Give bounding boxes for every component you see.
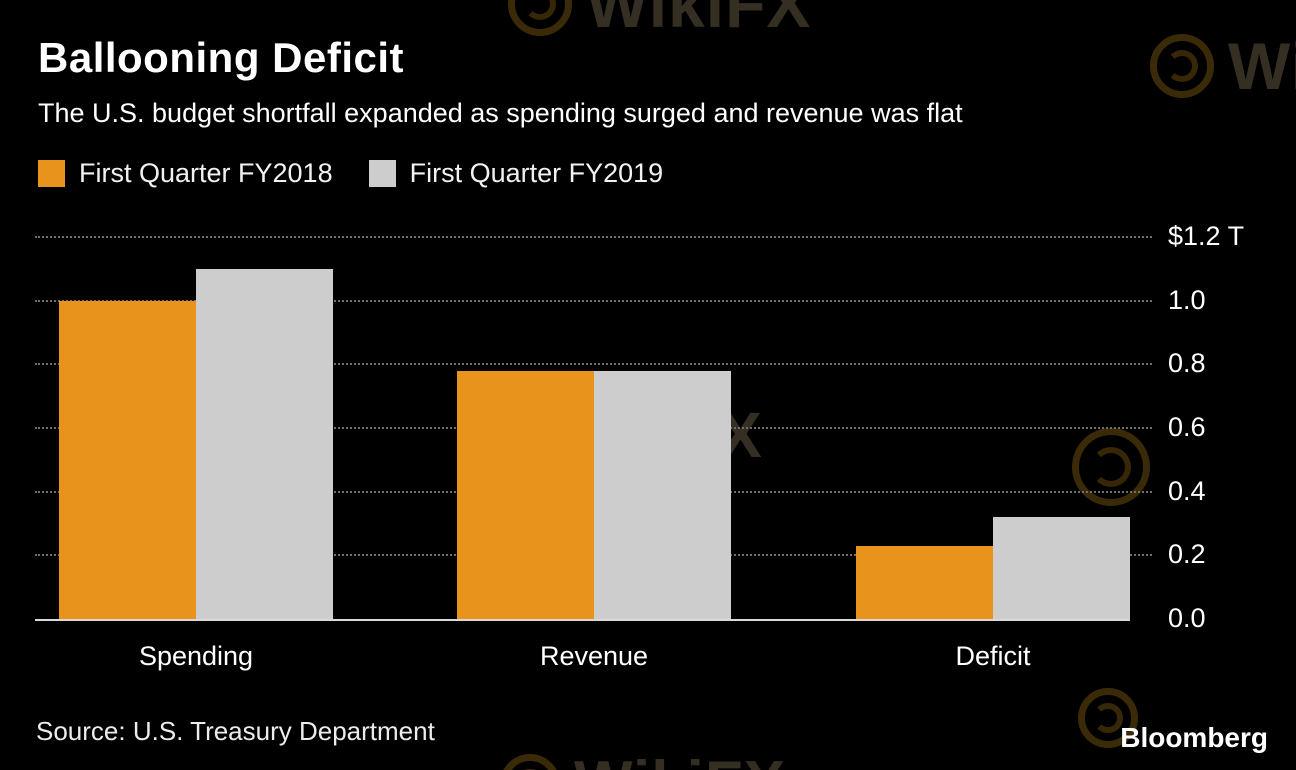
- x-category-label-deficit: Deficit: [955, 641, 1031, 671]
- y-tick-label: 0.6: [1168, 412, 1206, 442]
- legend-label-fy2019: First Quarter FY2019: [409, 158, 664, 188]
- wikifx-watermark: WikiFX: [1150, 28, 1296, 104]
- y-tick-label: $1.2 T: [1168, 221, 1245, 251]
- bar-spending-first-quarter-fy2019: [196, 268, 333, 619]
- wikifx-watermark-text: WikiFX: [574, 748, 786, 770]
- chart-title: Ballooning Deficit: [38, 34, 404, 81]
- chart-subtitle: The U.S. budget shortfall expanded as sp…: [38, 98, 963, 128]
- bloomberg-logo: Bloomberg: [1120, 722, 1268, 753]
- chart-legend: First Quarter FY2018 First Quarter FY201…: [38, 158, 685, 189]
- x-category-label-spending: Spending: [138, 641, 254, 671]
- wikifx-logo-icon: [500, 753, 560, 770]
- legend-swatch-fy2019: [368, 160, 396, 187]
- bar-revenue-first-quarter-fy2018: [457, 370, 594, 619]
- bar-deficit-first-quarter-fy2018: [856, 545, 993, 619]
- y-tick-label: 0.0: [1168, 603, 1206, 633]
- x-category-label-revenue: Revenue: [539, 641, 649, 671]
- wikifx-watermark-text: WikiFX: [586, 0, 812, 41]
- bar-spending-first-quarter-fy2018: [59, 300, 196, 619]
- bar-deficit-first-quarter-fy2019: [993, 517, 1130, 619]
- wikifx-watermark: WikiFX: [500, 748, 786, 770]
- legend-swatch-fy2018: [38, 160, 65, 187]
- gridline-1.0: [35, 299, 1152, 302]
- y-tick-label: 0.2: [1168, 539, 1206, 570]
- gridline-0.8: [35, 363, 1152, 366]
- y-tick-label: 0.8: [1168, 348, 1206, 379]
- y-tick-label: 0.4: [1168, 475, 1206, 506]
- y-tick-label: 1.0: [1168, 284, 1206, 315]
- legend-label-fy2018: First Quarter FY2018: [79, 158, 333, 188]
- wikifx-watermark: WikiFX: [508, 0, 811, 42]
- wikifx-logo-icon: [508, 0, 572, 36]
- wikifx-watermark-text: WikiFX: [1228, 29, 1296, 103]
- gridline-$1.2 T: [35, 236, 1152, 238]
- wikifx-logo-icon: [1150, 34, 1214, 98]
- source-credit: Source: U.S. Treasury Department: [36, 716, 435, 746]
- wikifx-logo-icon: [1072, 428, 1150, 506]
- bar-revenue-first-quarter-fy2019: [594, 370, 731, 619]
- wikifx-watermark: [1072, 428, 1150, 506]
- x-axis-line: [35, 619, 1130, 621]
